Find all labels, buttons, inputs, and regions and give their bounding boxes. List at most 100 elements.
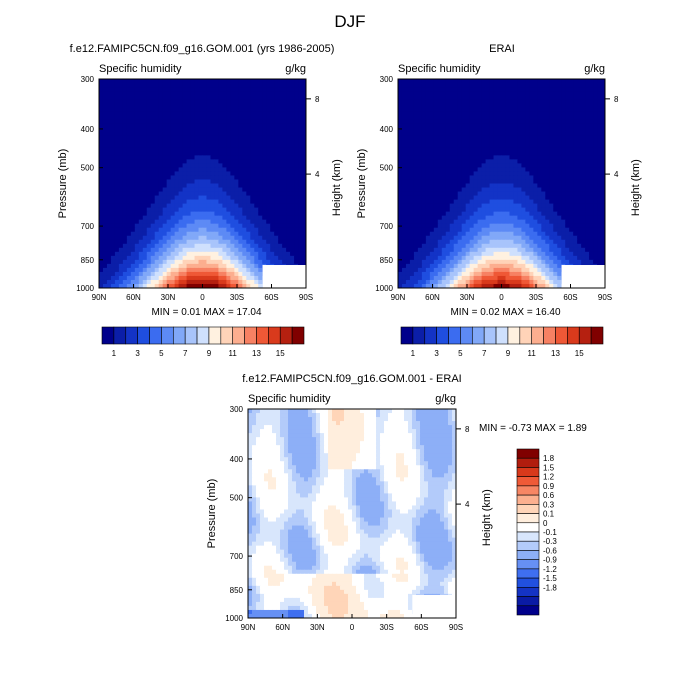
colorbar-swatch — [400, 326, 414, 345]
x-tick-label: 90N — [92, 293, 107, 302]
colorbar-label: 1 — [112, 349, 117, 358]
colorbar-label: 0.1 — [543, 510, 555, 519]
y-right-axis-label: Height (km) — [481, 489, 493, 546]
colorbar-swatch — [519, 326, 533, 345]
missing-data-region — [412, 595, 456, 618]
chart-title: ERAI — [489, 43, 515, 55]
y-right-tick-label: 8 — [614, 95, 619, 104]
x-tick-label: 90N — [391, 293, 406, 302]
colorbar-swatch — [268, 326, 281, 345]
colorbar-swatch — [208, 326, 222, 345]
x-tick-label: 60N — [275, 623, 290, 632]
colorbar-swatch — [516, 467, 540, 477]
colorbar-swatch — [161, 326, 174, 345]
y-tick-label: 300 — [81, 75, 95, 84]
contour-field — [398, 79, 605, 288]
x-tick-label: 30N — [310, 623, 325, 632]
x-tick-label: 30N — [460, 293, 475, 302]
colorbar-swatch — [516, 568, 540, 579]
colorbar: 1.81.51.20.90.60.30.10-0.1-0.3-0.6-0.9-1… — [516, 448, 557, 616]
colorbar-swatch — [424, 326, 437, 345]
y-tick-label: 300 — [230, 405, 244, 414]
colorbar-swatch — [516, 513, 540, 524]
colorbar: 1 3 5 7 9 11 13 15 — [101, 326, 305, 358]
colorbar-swatch — [232, 326, 245, 345]
y-tick-label: 400 — [230, 455, 244, 464]
colorbar-label: 3 — [135, 349, 140, 358]
y-axis-label: Pressure (mb) — [57, 149, 69, 219]
x-tick-label: 0 — [200, 293, 205, 302]
missing-data-region — [262, 265, 306, 288]
colorbar-swatch — [291, 326, 305, 345]
x-tick-label: 60S — [264, 293, 278, 302]
panels: f.e12.FAMIPC5CN.f09_g16.GOM.001 (yrs 198… — [57, 43, 642, 632]
colorbar-label: 5 — [159, 349, 164, 358]
y-right-tick-label: 4 — [465, 500, 470, 509]
colorbar-swatch — [516, 559, 540, 570]
colorbar-swatch — [516, 577, 540, 588]
chart-panel-3: f.e12.FAMIPC5CN.f09_g16.GOM.001 - ERAI Sp… — [206, 373, 587, 632]
colorbar-swatch — [471, 326, 485, 345]
colorbar-swatch — [578, 326, 592, 345]
colorbar-label: -1.2 — [543, 565, 557, 574]
y-tick-label: 850 — [230, 586, 244, 595]
colorbar-swatch — [137, 326, 150, 345]
x-tick-label: 30N — [161, 293, 176, 302]
colorbar-swatch — [279, 326, 293, 345]
missing-data-region — [561, 265, 605, 288]
chart-panel-1: f.e12.FAMIPC5CN.f09_g16.GOM.001 (yrs 198… — [57, 43, 343, 358]
y-tick-label: 700 — [81, 222, 95, 231]
colorbar-label: 0 — [543, 519, 548, 528]
colorbar-label: -0.1 — [543, 528, 557, 537]
colorbar-label: -1.8 — [543, 583, 557, 592]
x-tick-label: 60S — [563, 293, 577, 302]
colorbar-swatch — [543, 326, 556, 345]
colorbar-label: -1.5 — [543, 574, 557, 583]
colorbar-swatch — [220, 326, 234, 345]
colorbar-swatch — [555, 326, 568, 345]
y-tick-label: 700 — [230, 552, 244, 561]
y-right-tick-label: 4 — [315, 170, 320, 179]
x-tick-label: 0 — [350, 623, 355, 632]
colorbar-label: 13 — [551, 349, 560, 358]
colorbar-label: 7 — [183, 349, 188, 358]
y-tick-label: 400 — [81, 125, 95, 134]
x-tick-label: 30S — [380, 623, 394, 632]
chart-subtitle-right: g/kg — [285, 63, 306, 75]
chart-subtitle-right: g/kg — [584, 63, 605, 75]
colorbar-swatch — [516, 494, 540, 505]
x-tick-label: 60N — [126, 293, 141, 302]
y-tick-label: 500 — [81, 164, 95, 173]
colorbar-swatch — [516, 476, 540, 487]
min-max-label: MIN = 0.02 MAX = 16.40 — [450, 307, 560, 318]
colorbar-label: 15 — [575, 349, 584, 358]
colorbar-label: 0.3 — [543, 500, 555, 509]
y-tick-label: 500 — [380, 164, 394, 173]
colorbar-swatch — [516, 587, 540, 597]
colorbar-swatch — [567, 326, 580, 345]
chart-title: f.e12.FAMIPC5CN.f09_g16.GOM.001 - ERAI — [242, 373, 461, 385]
colorbar-label: 9 — [506, 349, 511, 358]
y-tick-label: 700 — [380, 222, 394, 231]
colorbar-swatch — [436, 326, 449, 345]
colorbar-swatch — [125, 326, 138, 345]
y-right-axis-label: Height (km) — [630, 159, 642, 216]
y-right-axis-label: Height (km) — [331, 159, 343, 216]
colorbar: 1 3 5 7 9 11 13 15 — [400, 326, 604, 358]
colorbar-swatch — [460, 326, 473, 345]
y-axis-label: Pressure (mb) — [206, 479, 218, 549]
x-tick-label: 90S — [299, 293, 313, 302]
chart-subtitle-left: Specific humidity — [248, 393, 331, 405]
colorbar-swatch — [516, 485, 540, 496]
y-tick-label: 1000 — [76, 284, 94, 293]
y-tick-label: 1000 — [225, 614, 243, 623]
colorbar-label: 0.9 — [543, 482, 555, 491]
x-tick-label: 90S — [598, 293, 612, 302]
colorbar-swatch — [516, 504, 540, 514]
colorbar-swatch — [516, 522, 540, 533]
colorbar-swatch — [590, 326, 604, 345]
colorbar-label: 11 — [229, 349, 238, 358]
colorbar-label: -0.6 — [543, 546, 557, 555]
chart-subtitle-left: Specific humidity — [99, 63, 182, 75]
